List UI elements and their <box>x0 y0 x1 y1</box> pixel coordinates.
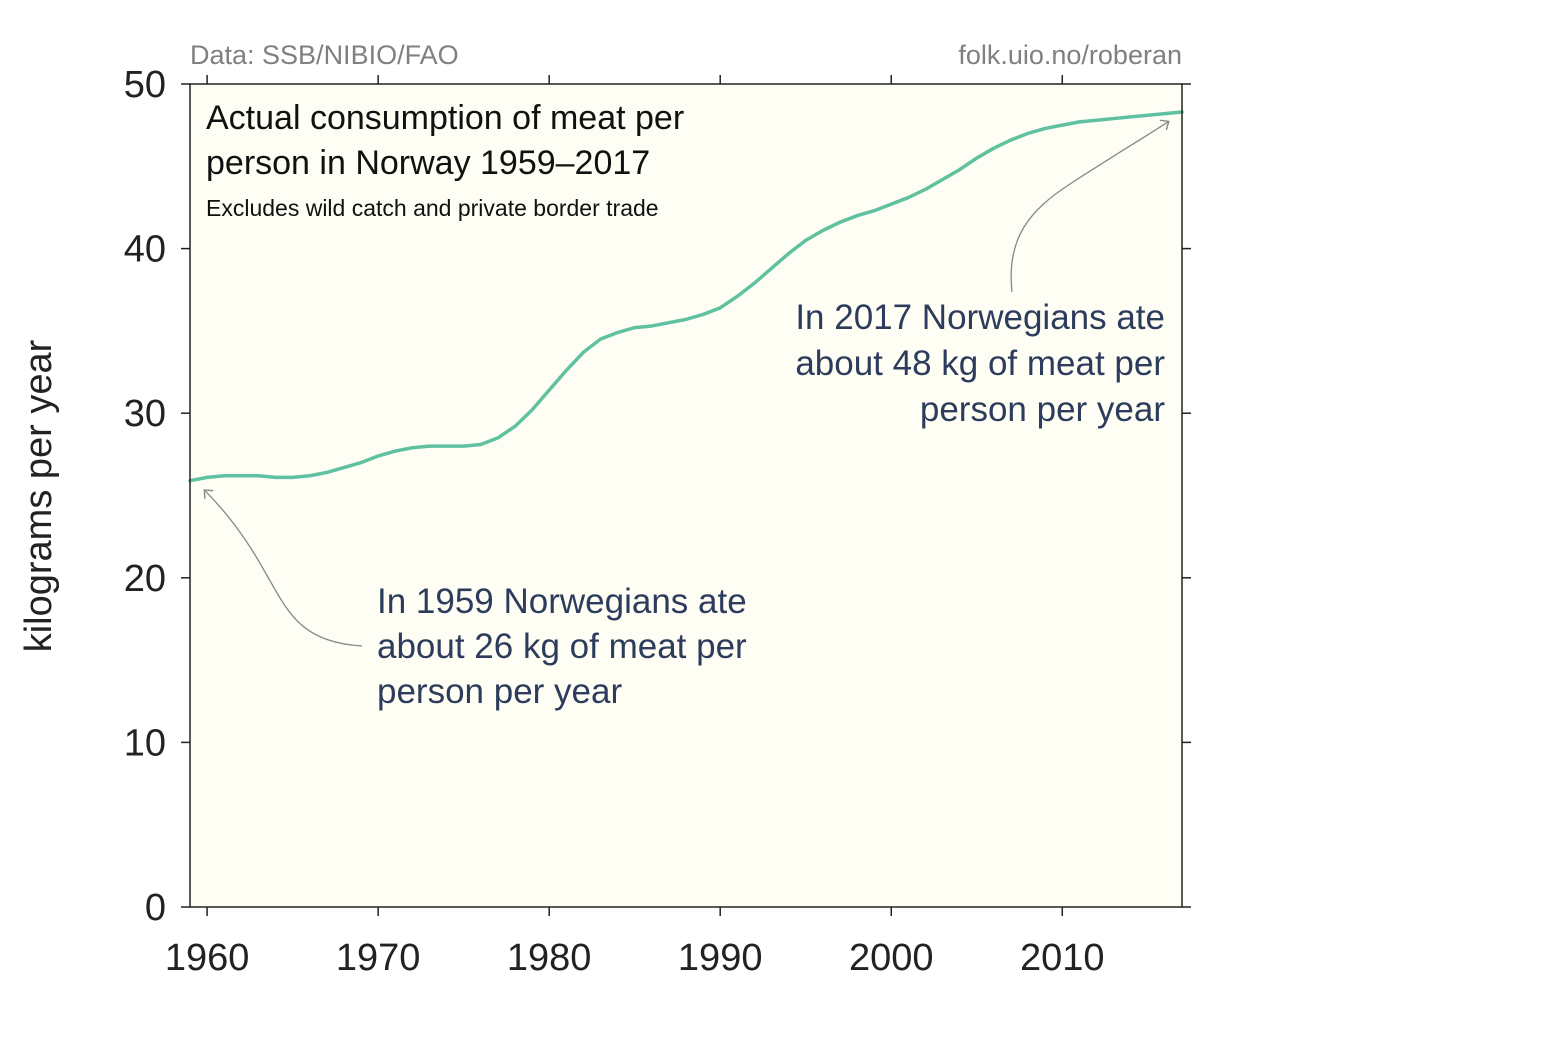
tick-labels: 0 10 20 30 40 50 1960 1970 1980 1990 2000 2010 <box>124 64 1105 979</box>
y-tick-label: 0 <box>145 887 166 929</box>
annotation-line: In 1959 Norwegians ate <box>377 582 747 621</box>
source-credit: Data: SSB/NIBIO/FAO <box>190 40 459 70</box>
x-tick-label: 1970 <box>336 937 421 979</box>
annotation-line: about 48 kg of meat per <box>795 344 1165 383</box>
x-tick-label: 2010 <box>1020 937 1105 979</box>
y-tick-label: 20 <box>124 558 166 600</box>
annotation-line: person per year <box>920 390 1165 429</box>
chart-title-line: Actual consumption of meat per <box>206 99 684 137</box>
x-tick-label: 1960 <box>165 937 250 979</box>
x-tick-label: 2000 <box>849 937 934 979</box>
y-tick-label: 30 <box>124 393 166 435</box>
annotation-line: In 2017 Norwegians ate <box>795 298 1165 337</box>
plot-frame <box>189 83 1183 908</box>
y-tick-label: 10 <box>124 722 166 764</box>
chart-title: Actual consumption of meat per person in … <box>206 99 684 182</box>
y-axis-label: kilograms per year <box>18 339 60 652</box>
x-tick-label: 1990 <box>678 937 763 979</box>
chart-title-line: person in Norway 1959–2017 <box>206 144 650 182</box>
y-tick-label: 50 <box>124 64 166 106</box>
plot-area <box>190 84 1182 907</box>
x-tick-label: 1980 <box>507 937 592 979</box>
author-credit: folk.uio.no/roberan <box>958 40 1182 70</box>
chart-subtitle: Excludes wild catch and private border t… <box>206 195 659 221</box>
series-line <box>188 110 1184 483</box>
annotation-line: about 26 kg of meat per <box>377 627 747 666</box>
tick-marks <box>181 75 1191 916</box>
arrow-2017 <box>1010 122 1168 293</box>
arrow-1959 <box>205 491 363 647</box>
y-tick-label: 40 <box>124 229 166 271</box>
annotations: In 1959 Norwegians ate about 26 kg of mea… <box>377 298 1165 711</box>
annotation-arrows <box>205 122 1168 647</box>
annotation-line: person per year <box>377 672 622 711</box>
